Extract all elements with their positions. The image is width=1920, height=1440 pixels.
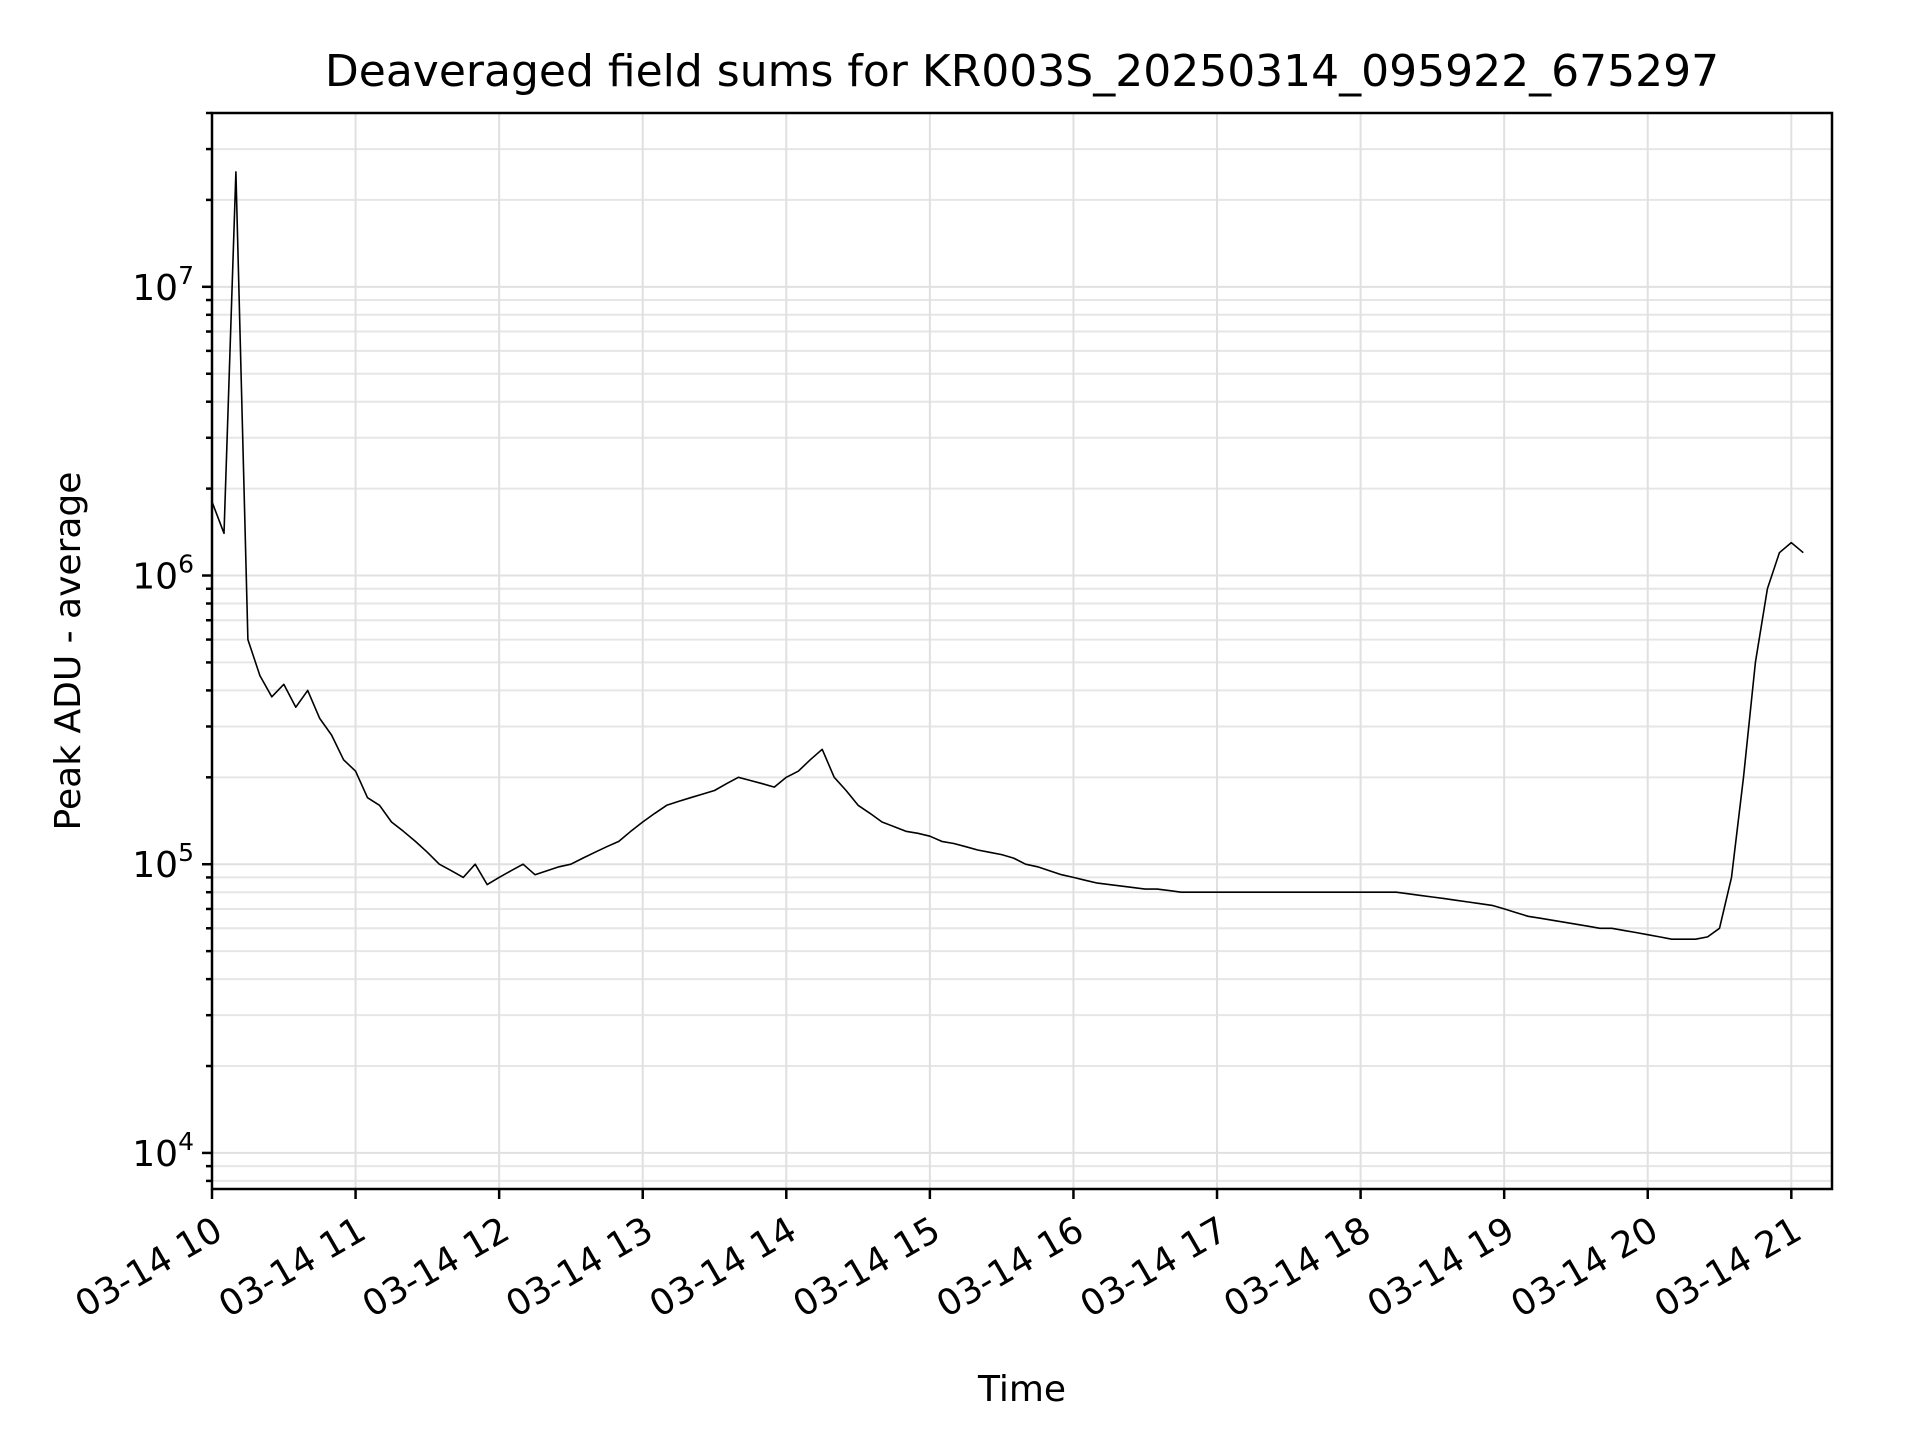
y-tick-label: 105 xyxy=(132,838,194,886)
plot-frame xyxy=(210,111,1834,1191)
y-tick-label: 107 xyxy=(132,261,194,309)
chart-title: Deaveraged field sums for KR003S_2025031… xyxy=(325,46,1719,97)
y-tick-label: 106 xyxy=(132,550,194,598)
data-series xyxy=(211,171,1804,941)
grid-lines xyxy=(211,112,1832,1189)
y-axis-ticks: 104 105 106 107 xyxy=(132,111,212,1183)
y-tick-label: 104 xyxy=(132,1127,194,1175)
y-axis-label: Peak ADU - average xyxy=(48,472,89,831)
x-axis-label: Time xyxy=(977,1369,1066,1410)
series-line xyxy=(211,171,1804,941)
